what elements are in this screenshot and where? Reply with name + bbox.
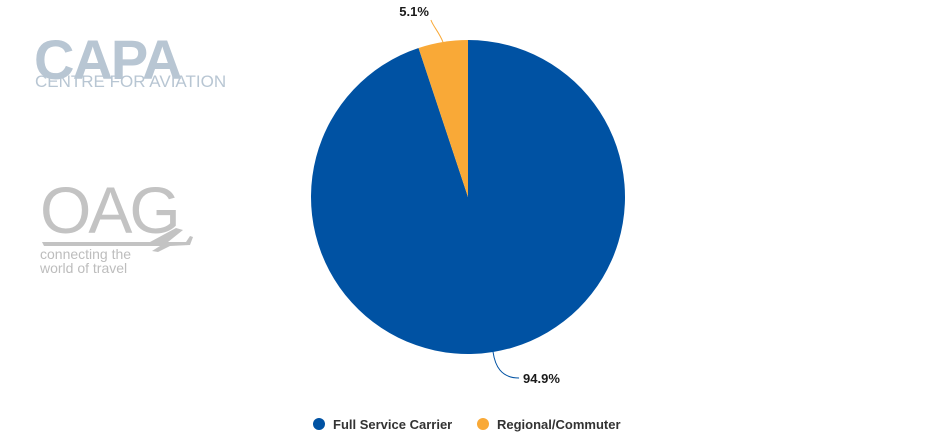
legend: Full Service Carrier Regional/Commuter: [313, 417, 621, 432]
pie-slice-full-service-carrier[interactable]: [311, 40, 626, 354]
capa-logo-name: CAPA: [34, 28, 181, 91]
pie-label-regional-commuter: 5.1%: [399, 4, 429, 19]
pie-connector-regional-commuter: [430, 19, 444, 43]
oag-tagline-2: world of travel: [39, 260, 127, 276]
legend-label-full-service-carrier: Full Service Carrier: [333, 417, 452, 432]
capa-logo-tagline: CENTRE FOR AVIATION: [35, 72, 226, 91]
oag-logo-name: OAG: [40, 173, 178, 247]
legend-label-regional-commuter: Regional/Commuter: [497, 417, 621, 432]
pie-slice-regional-commuter[interactable]: [418, 40, 468, 197]
legend-marker-regional-commuter: [477, 418, 489, 430]
pie-data-labels: 94.9% 5.1%: [399, 4, 560, 386]
legend-item-full-service-carrier[interactable]: Full Service Carrier: [313, 417, 452, 432]
pie-label-full-service-carrier: 94.9%: [523, 371, 560, 386]
legend-item-regional-commuter[interactable]: Regional/Commuter: [477, 417, 621, 432]
pie: [311, 40, 626, 354]
oag-logo: OAG connecting the world of travel: [39, 173, 193, 276]
pie-connector-full-service-carrier: [492, 351, 520, 379]
airplane-icon: [42, 228, 193, 252]
oag-tagline-1: connecting the: [40, 246, 131, 262]
legend-marker-full-service-carrier: [313, 418, 325, 430]
capa-logo: CAPA CENTRE FOR AVIATION: [34, 28, 226, 91]
